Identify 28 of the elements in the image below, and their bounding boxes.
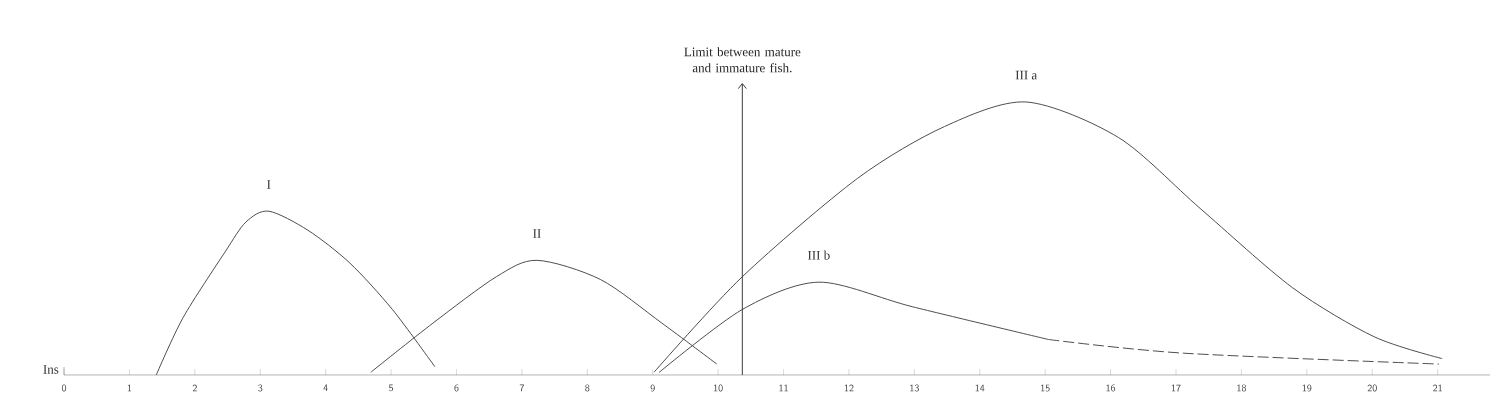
x-tick-label: 14	[975, 384, 985, 392]
series-label: III a	[1015, 70, 1038, 80]
series-label: II	[533, 229, 541, 238]
x-tick-label: 6	[454, 384, 459, 392]
series-label: I	[267, 180, 271, 189]
x-tick-label: 10	[714, 384, 723, 392]
x-tick-label: 5	[388, 384, 394, 392]
x-axis-title: Ins	[43, 365, 59, 374]
x-tick-label: 0	[61, 384, 67, 392]
x-tick-label: 18	[1237, 384, 1246, 392]
x-tick-label: 2	[192, 384, 197, 392]
x-tick-label: 8	[585, 384, 590, 392]
x-tick-label: 7	[519, 384, 524, 392]
x-tick-label: 13	[910, 384, 919, 392]
x-tick-label: 16	[1106, 384, 1116, 392]
x-tick-label: 15	[1041, 384, 1050, 392]
x-tick-label: 4	[323, 384, 328, 392]
x-tick-label: 11	[779, 384, 788, 392]
x-tick-label: 1	[127, 384, 132, 392]
series-label: III b	[807, 250, 830, 260]
x-tick-label: 19	[1302, 384, 1312, 392]
x-tick-label: 9	[650, 384, 655, 392]
ref-line-label: Limit between mature and immature fish.	[684, 47, 801, 73]
x-tick-label: 12	[844, 384, 854, 392]
x-tick-label: 20	[1367, 384, 1377, 392]
x-tick-label: 21	[1433, 384, 1442, 392]
x-tick-label: 3	[258, 384, 263, 392]
x-tick-label: 17	[1171, 384, 1181, 392]
